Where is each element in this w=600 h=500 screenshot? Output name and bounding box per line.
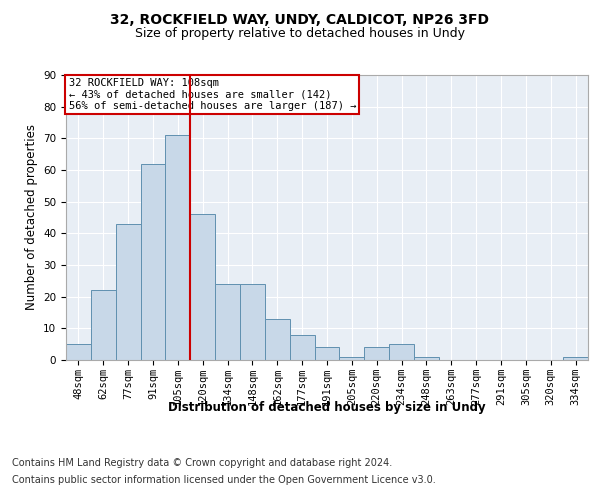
Text: Distribution of detached houses by size in Undy: Distribution of detached houses by size …	[168, 401, 486, 414]
Bar	[240, 284, 265, 360]
Bar	[265, 319, 290, 360]
Text: Contains public sector information licensed under the Open Government Licence v3: Contains public sector information licen…	[12, 475, 436, 485]
Text: Contains HM Land Registry data © Crown copyright and database right 2024.: Contains HM Land Registry data © Crown c…	[12, 458, 392, 468]
Bar	[364, 348, 389, 360]
Bar	[190, 214, 215, 360]
Text: Size of property relative to detached houses in Undy: Size of property relative to detached ho…	[135, 28, 465, 40]
Bar	[389, 344, 414, 360]
Bar	[66, 344, 91, 360]
Bar	[166, 135, 190, 360]
Bar	[140, 164, 166, 360]
Text: 32 ROCKFIELD WAY: 108sqm
← 43% of detached houses are smaller (142)
56% of semi-: 32 ROCKFIELD WAY: 108sqm ← 43% of detach…	[68, 78, 356, 111]
Bar	[414, 357, 439, 360]
Bar	[563, 357, 588, 360]
Y-axis label: Number of detached properties: Number of detached properties	[25, 124, 38, 310]
Bar	[91, 290, 116, 360]
Bar	[215, 284, 240, 360]
Bar	[314, 348, 340, 360]
Bar	[290, 334, 314, 360]
Bar	[340, 357, 364, 360]
Bar	[116, 224, 140, 360]
Text: 32, ROCKFIELD WAY, UNDY, CALDICOT, NP26 3FD: 32, ROCKFIELD WAY, UNDY, CALDICOT, NP26 …	[110, 12, 490, 26]
